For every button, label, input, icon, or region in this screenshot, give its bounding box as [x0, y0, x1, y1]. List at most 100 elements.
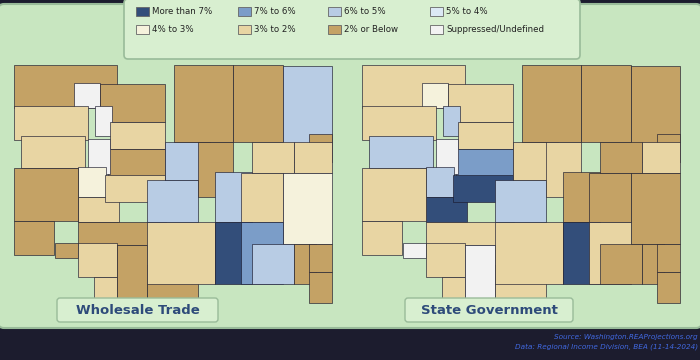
Text: 3% to 2%: 3% to 2% — [254, 26, 295, 35]
Polygon shape — [241, 173, 284, 222]
Polygon shape — [465, 245, 495, 303]
Polygon shape — [442, 106, 461, 136]
Polygon shape — [284, 173, 332, 244]
Bar — [238, 7, 251, 16]
Polygon shape — [215, 172, 252, 222]
Polygon shape — [293, 244, 316, 284]
Polygon shape — [252, 244, 293, 284]
Polygon shape — [436, 139, 459, 174]
Polygon shape — [78, 197, 118, 222]
Polygon shape — [641, 244, 664, 284]
Polygon shape — [454, 175, 513, 202]
Polygon shape — [106, 175, 165, 202]
Polygon shape — [94, 277, 117, 303]
Bar — [136, 7, 149, 16]
Polygon shape — [589, 173, 631, 222]
Polygon shape — [581, 65, 631, 142]
Bar — [328, 7, 341, 16]
Polygon shape — [78, 167, 106, 197]
Polygon shape — [456, 149, 513, 190]
Polygon shape — [14, 65, 117, 108]
Polygon shape — [55, 243, 78, 258]
Polygon shape — [14, 107, 88, 140]
Polygon shape — [426, 167, 454, 197]
Bar — [0, 322, 700, 360]
Polygon shape — [309, 134, 332, 162]
Polygon shape — [426, 222, 514, 245]
Polygon shape — [284, 66, 332, 162]
Polygon shape — [362, 168, 426, 221]
Polygon shape — [14, 168, 78, 221]
Text: 5% to 4%: 5% to 4% — [446, 8, 488, 17]
Polygon shape — [100, 84, 165, 122]
Polygon shape — [547, 142, 581, 197]
Polygon shape — [600, 244, 641, 284]
Polygon shape — [495, 265, 547, 303]
Text: Wholesale Trade: Wholesale Trade — [76, 303, 200, 316]
Polygon shape — [108, 149, 165, 190]
Polygon shape — [600, 142, 641, 173]
Polygon shape — [458, 122, 513, 149]
Polygon shape — [657, 134, 680, 162]
Text: Suppressed/Undefined: Suppressed/Undefined — [446, 26, 544, 35]
Polygon shape — [174, 65, 233, 142]
Polygon shape — [88, 139, 111, 174]
Polygon shape — [215, 222, 252, 284]
Polygon shape — [117, 245, 147, 303]
Polygon shape — [426, 197, 467, 222]
Text: 4% to 3%: 4% to 3% — [152, 26, 194, 35]
Polygon shape — [362, 221, 402, 255]
Bar — [328, 25, 341, 34]
Text: 7% to 6%: 7% to 6% — [254, 8, 295, 17]
Polygon shape — [657, 244, 680, 272]
Bar — [238, 25, 251, 34]
Polygon shape — [309, 244, 332, 272]
FancyBboxPatch shape — [124, 0, 580, 59]
FancyBboxPatch shape — [57, 298, 218, 322]
Polygon shape — [513, 142, 558, 180]
Polygon shape — [362, 107, 436, 140]
Polygon shape — [426, 243, 465, 277]
Bar — [430, 25, 443, 34]
Polygon shape — [147, 222, 215, 284]
Text: Data: Regional Income Division, BEA (11-14-2024): Data: Regional Income Division, BEA (11-… — [515, 344, 698, 350]
Polygon shape — [94, 106, 113, 136]
Bar — [136, 25, 149, 34]
Polygon shape — [198, 142, 233, 197]
Polygon shape — [147, 265, 198, 303]
Polygon shape — [522, 65, 581, 142]
FancyBboxPatch shape — [405, 298, 573, 322]
Polygon shape — [563, 222, 600, 284]
Text: State Government: State Government — [421, 303, 557, 316]
Polygon shape — [422, 83, 448, 108]
Polygon shape — [631, 66, 680, 162]
Polygon shape — [74, 83, 100, 108]
Polygon shape — [448, 84, 513, 122]
Polygon shape — [589, 222, 631, 284]
Polygon shape — [147, 180, 198, 222]
Text: Source: Washington.REAProjections.org: Source: Washington.REAProjections.org — [554, 334, 698, 340]
Text: 2% or Below: 2% or Below — [344, 26, 398, 35]
Polygon shape — [362, 65, 465, 108]
Polygon shape — [78, 222, 166, 245]
Polygon shape — [369, 136, 433, 168]
Polygon shape — [657, 272, 680, 303]
Text: More than 7%: More than 7% — [152, 8, 212, 17]
Polygon shape — [641, 142, 680, 173]
Polygon shape — [631, 173, 680, 244]
Polygon shape — [20, 136, 85, 168]
Polygon shape — [403, 243, 426, 258]
Polygon shape — [165, 142, 209, 180]
Polygon shape — [495, 222, 563, 284]
Polygon shape — [233, 65, 284, 142]
Polygon shape — [78, 243, 117, 277]
Bar — [430, 7, 443, 16]
Text: 6% to 5%: 6% to 5% — [344, 8, 386, 17]
Polygon shape — [14, 221, 54, 255]
Polygon shape — [252, 142, 293, 173]
Polygon shape — [109, 122, 165, 149]
Polygon shape — [563, 172, 600, 222]
Polygon shape — [442, 277, 465, 303]
FancyBboxPatch shape — [0, 4, 700, 328]
Polygon shape — [495, 180, 547, 222]
